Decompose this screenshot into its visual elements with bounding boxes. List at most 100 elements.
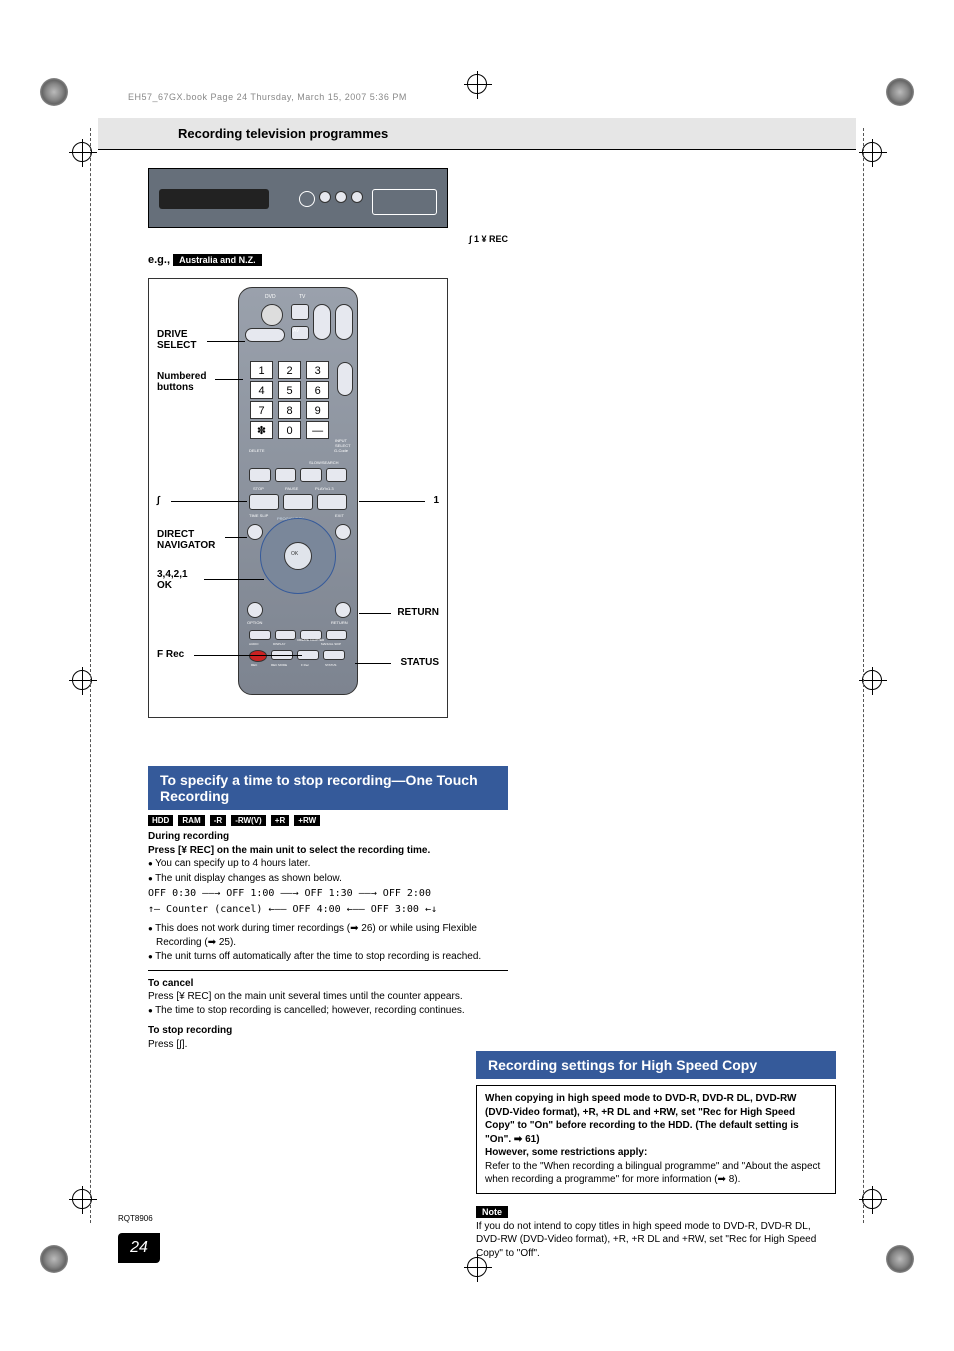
remote-direct-nav-button [247,524,263,540]
one-touch-section: To specify a time to stop recording—One … [148,766,508,1051]
remote-power-dvd-button [261,304,283,326]
left-column: ∫ 1 ¥ REC e.g., Australia and N.Z. DVD T… [148,168,508,1051]
remote-illustration: DVD TV AV 1 2 3 4 5 6 [148,278,448,718]
remote-manual-skip-button [326,630,348,640]
remote-return-label: RETURN [331,620,348,625]
format-rwv: -RW(V) [231,815,266,826]
remote-display-label: DISPLAY [273,642,285,646]
bullet-cancel-note: The time to stop recording is cancelled;… [148,1004,508,1018]
callout-numbered-buttons: Numbered buttons [157,371,206,393]
to-cancel-body: Press [¥ REC] on the main unit several t… [148,991,463,1002]
remote-display-button [275,630,297,640]
page-number: 24 [118,1233,160,1263]
remote-option-label: OPTION [247,620,262,625]
bullet-auto-off: The unit turns off automatically after t… [148,950,508,964]
remote-numpad: 1 2 3 4 5 6 7 8 9 ✽ 0 — [249,360,335,440]
remote-play-label: PLAY/x1.3 [315,486,334,491]
model-code: RQT8906 [118,1214,153,1223]
section-title-bar: Recording television programmes [98,118,856,150]
content-area: ∫ 1 ¥ REC e.g., Australia and N.Z. DVD T… [148,168,836,1260]
info-box-body: Refer to the "When recording a bilingual… [485,1161,820,1186]
remote-audio-label: AUDIO [249,642,259,646]
right-column: Recording settings for High Speed Copy W… [476,1051,836,1260]
remote-skip-fwd-button [275,468,297,482]
remote-ch-rocker-2 [337,362,353,396]
bullet-display-change: The unit display changes as shown below. [148,872,508,886]
one-touch-heading: To specify a time to stop recording—One … [148,766,508,810]
device-disc-icon [299,191,315,207]
callout-arrows-ok: 3,4,2,1 OK [157,569,188,591]
remote-stop-button [249,494,279,510]
numpad-9: 9 [306,401,329,419]
remote-exit-label: EXIT [335,513,344,518]
registration-mark [862,1189,882,1209]
remote-input-select-label: INPUT SELECT [335,438,357,448]
device-knob-cluster [372,189,437,215]
numpad-3: 3 [306,361,329,379]
remote-audio-button [249,630,271,640]
remote-body: DVD TV AV 1 2 3 4 5 6 [238,287,358,695]
format-plus-rw: +RW [294,815,320,826]
callout-stop: ∫ [157,495,160,506]
callout-line [215,379,243,380]
numpad-6: 6 [306,381,329,399]
device-rec-label: ∫ 1 ¥ REC [148,234,508,244]
remote-gcode-label: G-Code [334,448,348,453]
device-small-knob [319,191,331,203]
high-speed-info-box: When copying in high speed mode to DVD-R… [476,1085,836,1194]
callout-return: RETURN [397,607,439,618]
during-recording: During recording [148,831,229,842]
remote-ok-label: OK [291,551,298,557]
corner-ornament-top-right [886,78,914,106]
registration-mark [72,1189,92,1209]
callout-f-rec: F Rec [157,649,184,660]
format-plus-r: +R [271,815,289,826]
registration-mark [72,670,92,690]
bullet-spec-hours: You can specify up to 4 hours later. [148,857,508,871]
remote-pause-label: PAUSE [285,486,298,491]
format-ram: RAM [178,815,204,826]
numpad-8: 8 [278,401,301,419]
callout-drive-select: DRIVE SELECT [157,329,196,351]
corner-ornament-top-left [40,78,68,106]
corner-ornament-bottom-right [886,1245,914,1273]
info-box-bold-2: However, some restrictions apply: [485,1147,647,1158]
numpad-7: 7 [250,401,273,419]
remote-skip-back-button [249,468,271,482]
example-region-row: e.g., Australia and N.Z. [148,254,508,266]
callout-line [204,579,264,580]
remote-ch-rocker [313,304,331,340]
callout-line [355,663,391,664]
callout-line [194,655,302,656]
remote-search-back-button [300,468,322,482]
callout-line [171,501,247,502]
remote-tv-label: TV [299,294,305,300]
remote-exit-button [335,524,351,540]
remote-delete-label: DELETE [249,448,265,453]
remote-rec-button [249,650,267,662]
numpad-5: 5 [278,381,301,399]
remote-timeslip-label: TIME SLIP [249,513,268,518]
remote-vol-rocker [335,304,353,340]
press-rec-line: Press [¥ REC] on the main unit to select… [148,845,430,856]
remote-status-button [323,650,345,660]
remote-av-label: AV [293,328,299,334]
numpad-2: 2 [278,361,301,379]
numpad-dash: — [306,421,329,439]
callout-status: STATUS [400,657,439,668]
remote-power-tv-button [291,304,309,320]
format-hdd: HDD [148,815,173,826]
callout-line [359,613,391,614]
divider [148,970,508,971]
corner-ornament-bottom-left [40,1245,68,1273]
device-small-knob [351,191,363,203]
remote-manskip-label: MANUAL SKIP [321,642,341,646]
device-lcd [159,189,269,209]
callout-line [225,537,247,538]
note-body: If you do not intend to copy titles in h… [476,1220,836,1261]
device-small-knob [335,191,347,203]
callout-line [359,501,425,502]
registration-mark [862,670,882,690]
to-stop-body: Press [∫]. [148,1039,187,1050]
remote-search-fwd-button [326,468,348,482]
